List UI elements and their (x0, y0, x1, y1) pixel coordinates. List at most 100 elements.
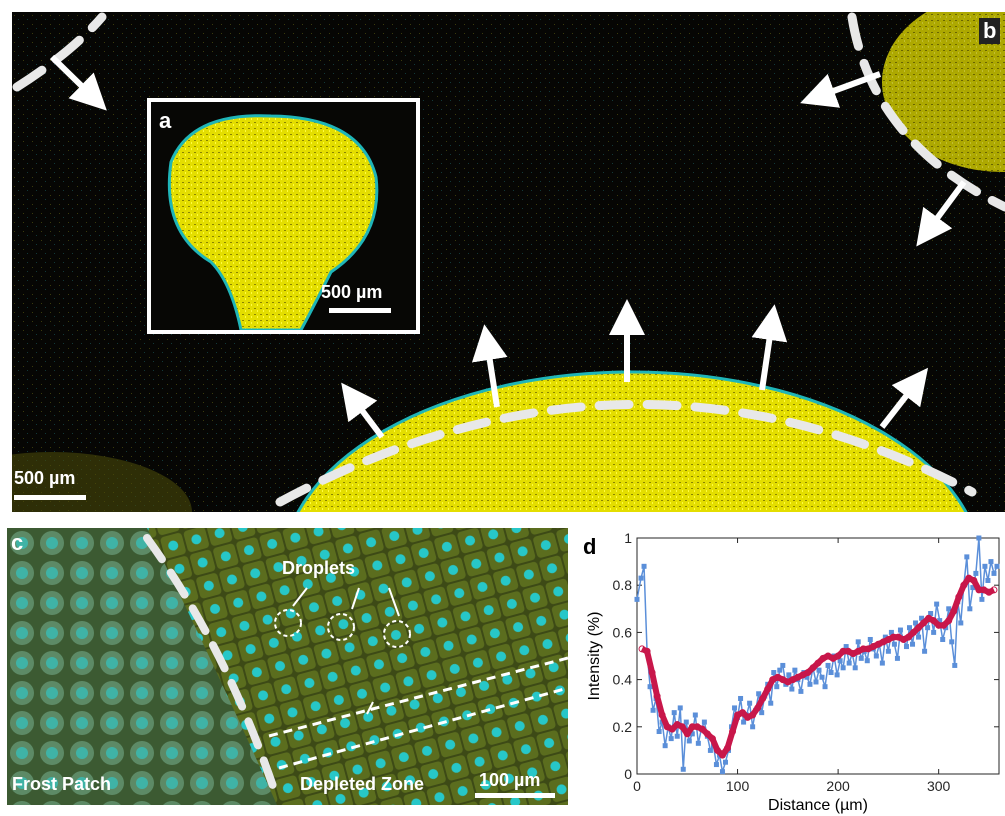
raw-data-point (946, 606, 952, 612)
raw-data-point (822, 684, 828, 690)
smoothed-data-point (809, 664, 817, 672)
smoothed-data-point (653, 692, 661, 700)
raw-data-point (677, 705, 683, 711)
inset-scale-bar-label: 500 µm (321, 282, 383, 302)
raw-data-point (888, 629, 894, 635)
raw-data-point (991, 570, 997, 576)
x-tick-label: 100 (726, 778, 750, 794)
smoothed-data-point (759, 694, 767, 702)
raw-data-point (979, 596, 985, 602)
dashed-boundary-top-left (12, 12, 107, 92)
raw-data-point (756, 691, 762, 697)
raw-data-point (692, 712, 698, 718)
smoothed-data-point (754, 704, 762, 712)
raw-data-point (738, 695, 744, 701)
arrow-icon (800, 71, 882, 108)
raw-data-point (985, 577, 991, 583)
smoothed-data-point (990, 586, 998, 594)
droplet-circle (383, 620, 411, 648)
droplets-label: Droplets (282, 558, 356, 578)
arrow-icon (879, 367, 929, 429)
raw-data-point (722, 759, 728, 765)
raw-data-point (837, 658, 843, 664)
micrograph-panel-b: a 500 µm b 500 µm (12, 12, 1005, 512)
raw-data-point (840, 665, 846, 671)
intensity-chart: 0 100 200 300 0 0.2 0.4 0.6 0.8 1 Distance (µm) Int… (586, 530, 1000, 814)
smoothed-data-point (749, 711, 757, 719)
raw-data-point (695, 740, 701, 746)
frost-patch-top-right (882, 12, 1005, 172)
raw-data-point (940, 636, 946, 642)
smoothed-data-point (889, 633, 897, 641)
arrow-icon (341, 382, 385, 439)
raw-data-point (668, 736, 674, 742)
arrow-icon (751, 304, 788, 391)
raw-data-point (807, 681, 813, 687)
raw-data-point (852, 665, 858, 671)
smoothed-data-point (930, 617, 938, 625)
raw-data-point (719, 769, 725, 775)
scale-bar (475, 793, 555, 798)
smoothed-data-point (804, 669, 812, 677)
raw-data-point (952, 662, 958, 668)
raw-data-point (819, 674, 825, 680)
raw-data-point (650, 707, 656, 713)
raw-data-point (897, 627, 903, 633)
x-tick-label: 0 (633, 778, 641, 794)
raw-data-point (855, 639, 861, 645)
smoothed-data-point (713, 746, 721, 754)
raw-data-point (858, 655, 864, 661)
raw-data-point (928, 611, 934, 617)
raw-data-point (798, 688, 804, 694)
raw-data-point (910, 641, 916, 647)
raw-data-point (907, 625, 913, 631)
x-axis-label: Distance (µm) (768, 797, 868, 814)
smoothed-data-point (648, 669, 656, 677)
smoothed-data-point (940, 621, 948, 629)
raw-data-point (894, 655, 900, 661)
dashed-frost-boundary (143, 534, 281, 802)
smoothed-data-point (678, 723, 686, 731)
raw-data-point (994, 563, 1000, 569)
raw-data-point (846, 660, 852, 666)
y-tick-label: 0.8 (613, 577, 633, 593)
raw-data-point (885, 648, 891, 654)
smoothed-data-point (975, 586, 983, 594)
inset-a-image (167, 114, 379, 332)
arrow-icon (471, 324, 508, 408)
raw-data-point (656, 729, 662, 735)
raw-data-point (747, 700, 753, 706)
smoothed-data-point (950, 607, 958, 615)
raw-data-point (913, 620, 919, 626)
smoothed-data-point (729, 728, 737, 736)
raw-data-point (970, 585, 976, 591)
frost-patch-label: Frost Patch (12, 774, 112, 794)
smoothed-data-point (955, 593, 963, 601)
smoothed-data-point (703, 730, 711, 738)
y-tick-label: 1 (624, 530, 632, 546)
smoothed-data-point (764, 685, 772, 693)
smoothed-data-point (905, 633, 912, 641)
x-tick-label: 300 (927, 778, 951, 794)
raw-data-point (925, 625, 931, 631)
raw-data-point (804, 674, 810, 680)
raw-data-point (988, 559, 994, 565)
smoothed-data-point (683, 730, 691, 738)
y-tick-label: 0 (624, 766, 632, 782)
scale-bar-label: 100 µm (479, 770, 541, 790)
plot-frame (636, 537, 1000, 775)
panel-d-label: d (583, 534, 597, 559)
smoothed-data-point (724, 744, 731, 752)
y-axis-label: Intensity (%) (586, 612, 603, 701)
raw-data-point (867, 636, 873, 642)
smoothed-data-point (945, 617, 953, 625)
smoothed-data-point (915, 624, 923, 632)
raw-data-point (789, 686, 795, 692)
raw-data-point (934, 601, 940, 607)
raw-data-point (843, 644, 849, 650)
raw-data-point (786, 672, 792, 678)
arrow-icon (351, 587, 360, 610)
raw-data-point (919, 615, 925, 621)
smoothed-data-point (698, 725, 706, 733)
raw-data-point (958, 620, 964, 626)
